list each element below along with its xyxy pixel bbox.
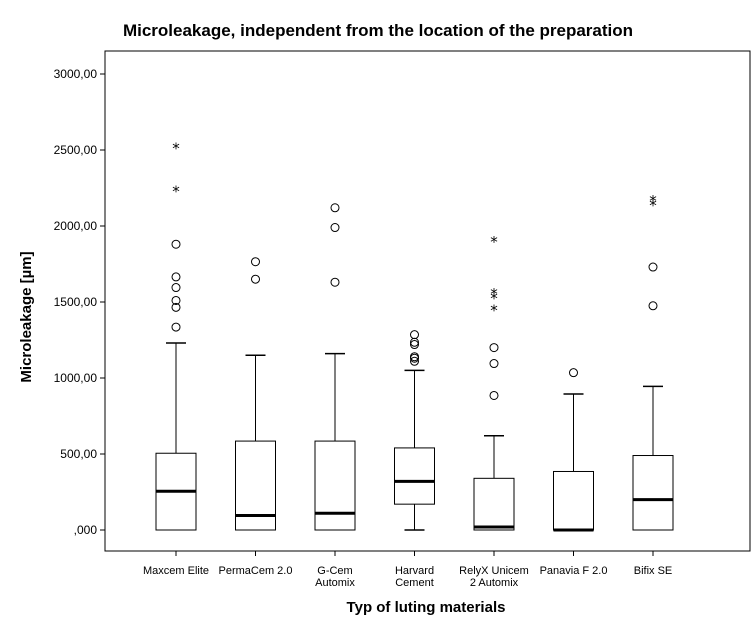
outlier-point [410,330,419,340]
extreme-point: * [490,285,498,303]
box-group [314,203,356,531]
outlier-point [569,368,578,378]
y-axis-label: Microleakage [µm] [18,251,35,382]
extreme-point: * [172,182,180,200]
outlier-point [648,301,658,311]
y-tick-label: 1500,00 [54,295,98,309]
chart-title: Microleakage, independent from the locat… [123,21,633,40]
iqr-box [314,440,356,531]
outlier-point [171,283,181,293]
plot-frame [104,50,751,552]
extreme-point: * [172,140,180,158]
x-tick-label: Maxcem Elite [143,565,209,577]
box-group [553,368,594,532]
box-group: ** [155,140,197,531]
outlier-point [251,257,260,267]
extreme-point: * [490,233,498,251]
outlier-point [171,272,181,282]
outlier-point [330,277,340,287]
extreme-point: * [649,197,657,215]
extreme-point: * [649,192,657,210]
x-tick-label: Harvard Cement [395,565,434,589]
iqr-box [553,470,594,531]
iqr-box [394,447,435,505]
box-group [235,257,276,531]
box-group: **** [473,233,515,531]
y-tick-label: 500,00 [60,447,97,461]
outlier-point [410,356,419,366]
outlier-point [171,302,181,312]
x-tick-label: G-Cem Automix [315,565,355,589]
x-tick-label: Panavia F 2.0 [540,565,608,577]
outlier-point [171,295,181,305]
outlier-point [648,262,658,272]
y-tick-label: 2000,00 [54,219,98,233]
extreme-point: * [490,289,498,307]
iqr-box [632,455,674,531]
x-tick-label: PermaCem 2.0 [219,565,293,577]
iqr-box [473,477,515,531]
y-tick-label: ,000 [74,523,98,537]
outlier-point [330,223,340,233]
extreme-point: * [490,302,498,320]
outlier-point [489,390,499,400]
x-axis: Maxcem Elite PermaCem 2.0 G-Cem Automix Harv… [143,551,672,589]
outlier-point [171,239,181,249]
y-tick-label: 1000,00 [54,371,98,385]
outlier-point [410,352,419,362]
outlier-point [489,359,499,369]
box-group [394,330,435,531]
outlier-point [330,203,340,213]
outlier-point [410,340,419,350]
x-axis-label: Typ of luting materials [347,599,506,616]
box-group: ** [632,192,674,531]
outlier-point [489,343,499,353]
outlier-point [171,322,181,332]
y-tick-label: 3000,00 [54,67,98,81]
y-tick-label: 2500,00 [54,143,98,157]
x-tick-label: RelyX Unicem 2 Automix [459,565,529,589]
boxes-group: ******** [155,140,674,532]
outlier-point [251,274,260,284]
y-axis: ,000 500,00 1000,00 1500,00 2000,00 2500,00 30… [54,67,105,537]
x-tick-label: Bifix SE [634,565,673,577]
